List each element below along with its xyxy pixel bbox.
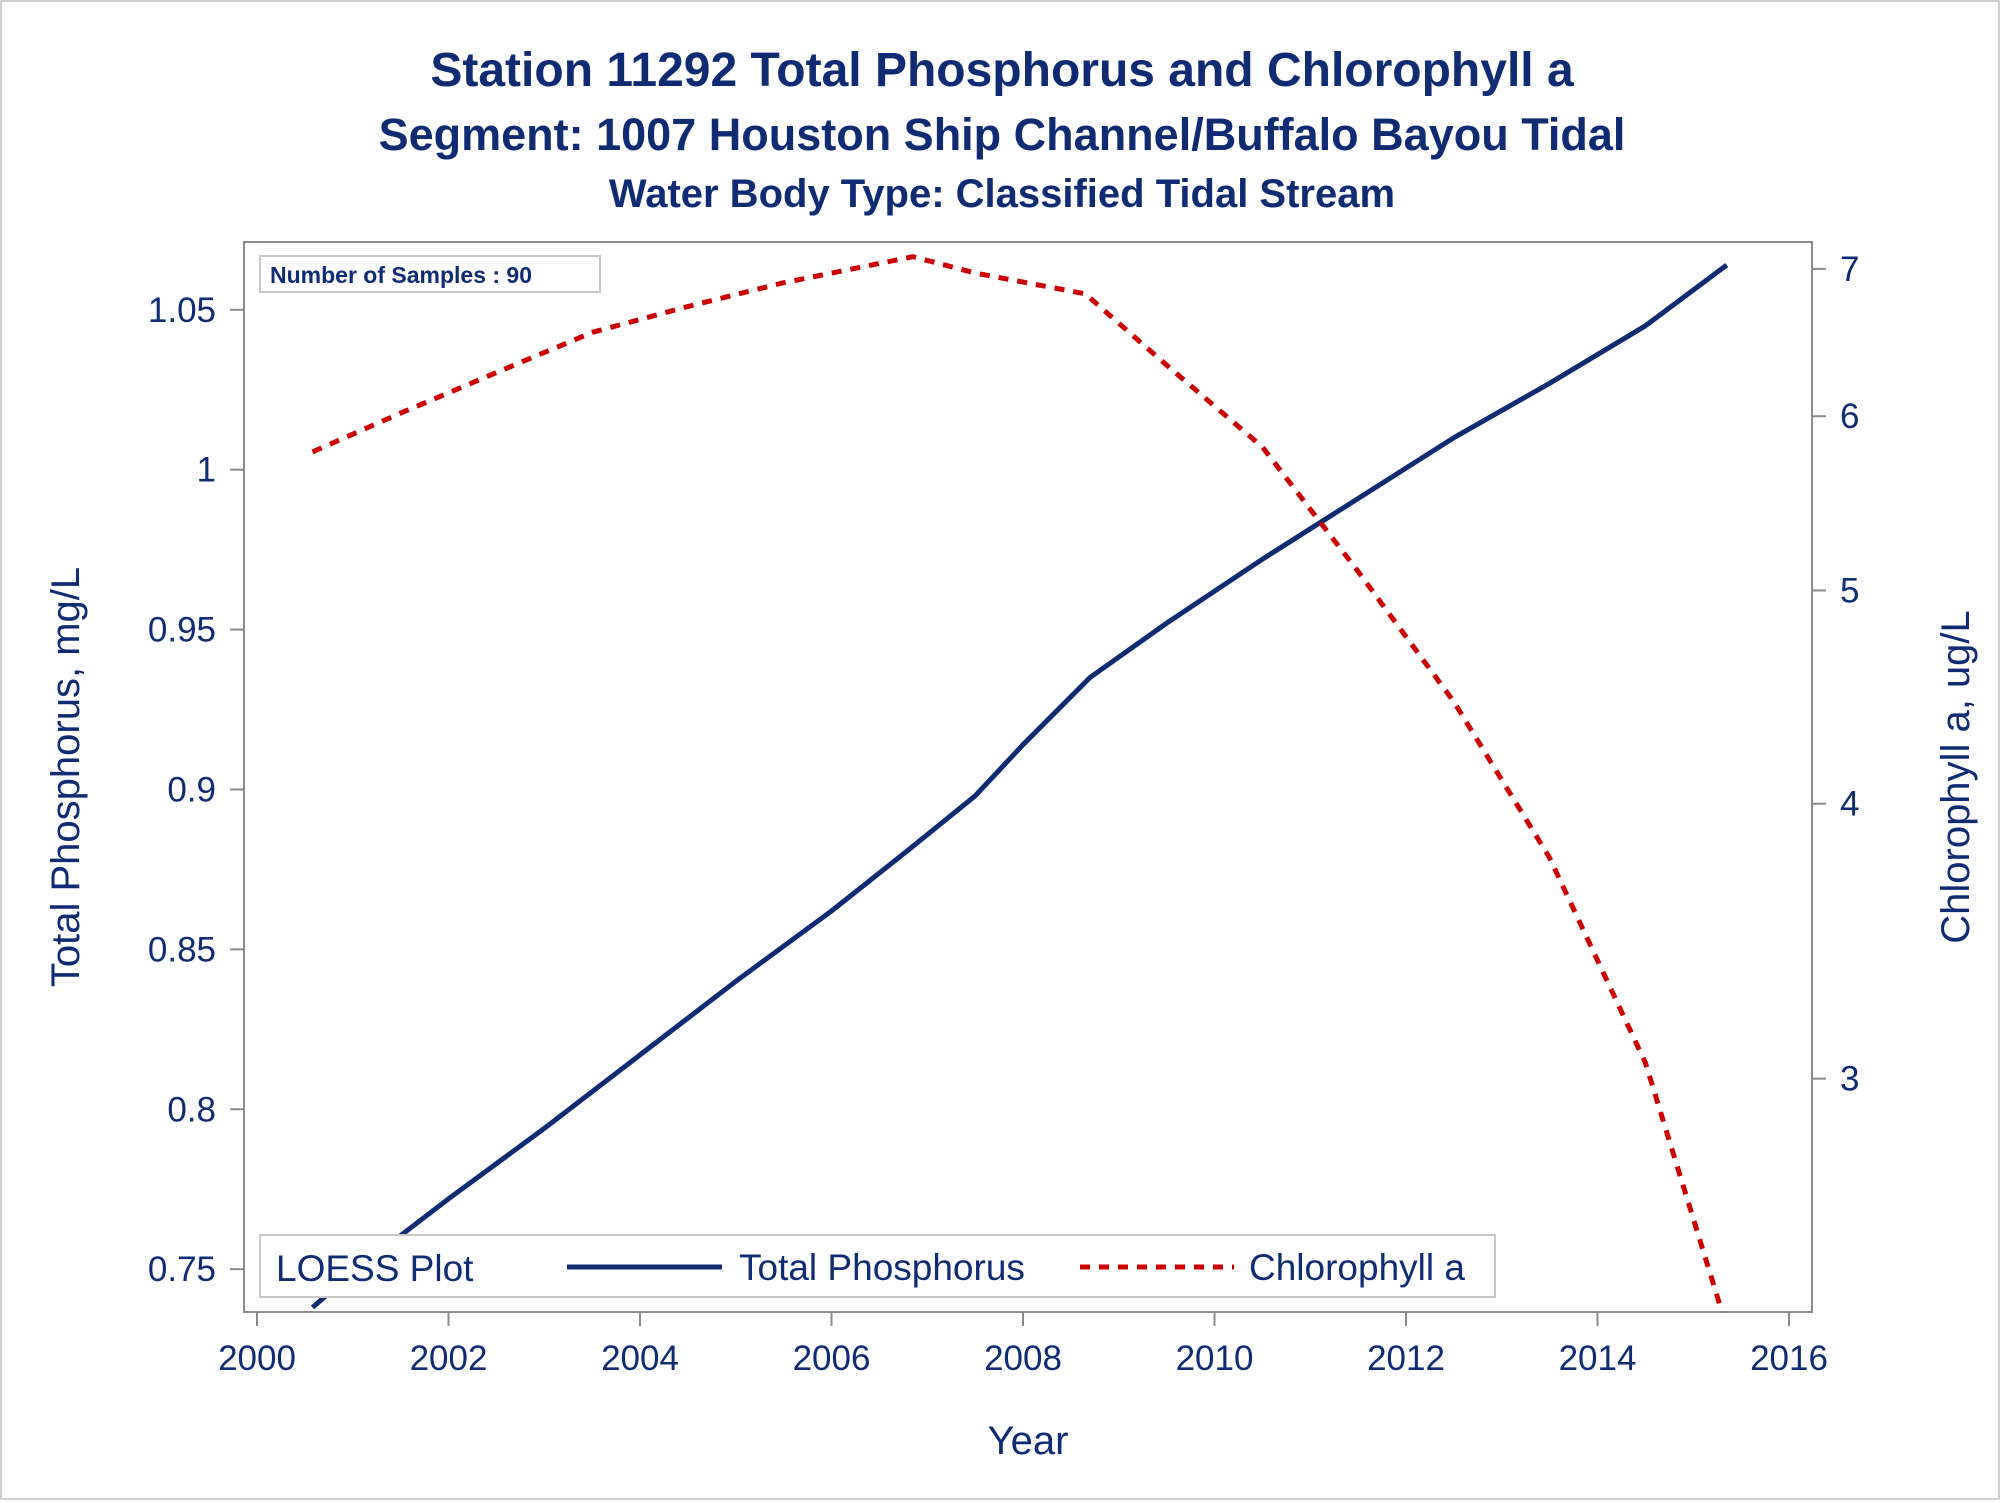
x-tick-label: 2004: [601, 1339, 679, 1378]
chart-title: Station 11292 Total Phosphorus and Chlor…: [430, 44, 1574, 97]
series-line-chlorophyll-a: [311, 254, 1725, 1313]
x-tick-label: 2002: [410, 1339, 488, 1378]
y-tick-label: 1.05: [148, 291, 216, 330]
y-tick-label: 0.9: [167, 770, 216, 809]
sample-count-box: [259, 255, 601, 293]
x-axis: 2000 2002 2004 2006 2008 2010 2012 2014 2016: [218, 1312, 1828, 1378]
chart-subtitle-segment: Segment: 1007 Houston Ship Channel/Buffa…: [379, 109, 1626, 160]
y2-axis-label: Chlorophyll a, ug/L: [1934, 610, 1978, 944]
x-tick-label: 2016: [1750, 1339, 1828, 1378]
y-axis-left: 0.75 0.8 0.85 0.9 0.95 1 1.05: [148, 291, 244, 1289]
x-tick-label: 2000: [218, 1339, 296, 1378]
chart-subtitle-water-body: Water Body Type: Classified Tidal Stream: [609, 172, 1395, 216]
y2-tick-label: 5: [1840, 571, 1859, 610]
y-axis-label: Total Phosphorus, mg/L: [44, 567, 88, 987]
y2-tick-label: 4: [1840, 785, 1859, 824]
y2-tick-label: 6: [1840, 397, 1859, 436]
sample-count-text: Number of Samples : 90: [270, 262, 532, 288]
y-tick-label: 0.95: [148, 611, 216, 650]
y-axis-right: 3 4 5 6 7: [1812, 250, 1859, 1099]
x-tick-label: 2012: [1367, 1339, 1445, 1378]
legend: LOESS Plot Total Phosphorus Chlorophyll …: [259, 1234, 1496, 1298]
y-tick-label: 0.8: [167, 1090, 216, 1129]
y-tick-label: 1: [197, 451, 216, 490]
x-tick-label: 2014: [1559, 1339, 1637, 1378]
y-tick-label: 0.75: [148, 1250, 216, 1289]
y2-tick-label: 7: [1840, 250, 1859, 289]
y-tick-label: 0.85: [148, 930, 216, 969]
legend-box: [259, 1234, 1496, 1298]
x-tick-label: 2006: [793, 1339, 871, 1378]
legend-label-chlorophyll-a: Chlorophyll a: [1249, 1247, 1465, 1288]
series-line-total-phosphorus: [310, 262, 1729, 1310]
y2-tick-label: 3: [1840, 1060, 1859, 1099]
x-tick-label: 2010: [1176, 1339, 1254, 1378]
legend-label-total-phosphorus: Total Phosphorus: [739, 1247, 1025, 1288]
plot-frame: [243, 241, 1813, 1313]
x-tick-label: 2008: [984, 1339, 1062, 1378]
x-axis-label: Year: [988, 1419, 1069, 1463]
legend-title: LOESS Plot: [276, 1248, 474, 1289]
